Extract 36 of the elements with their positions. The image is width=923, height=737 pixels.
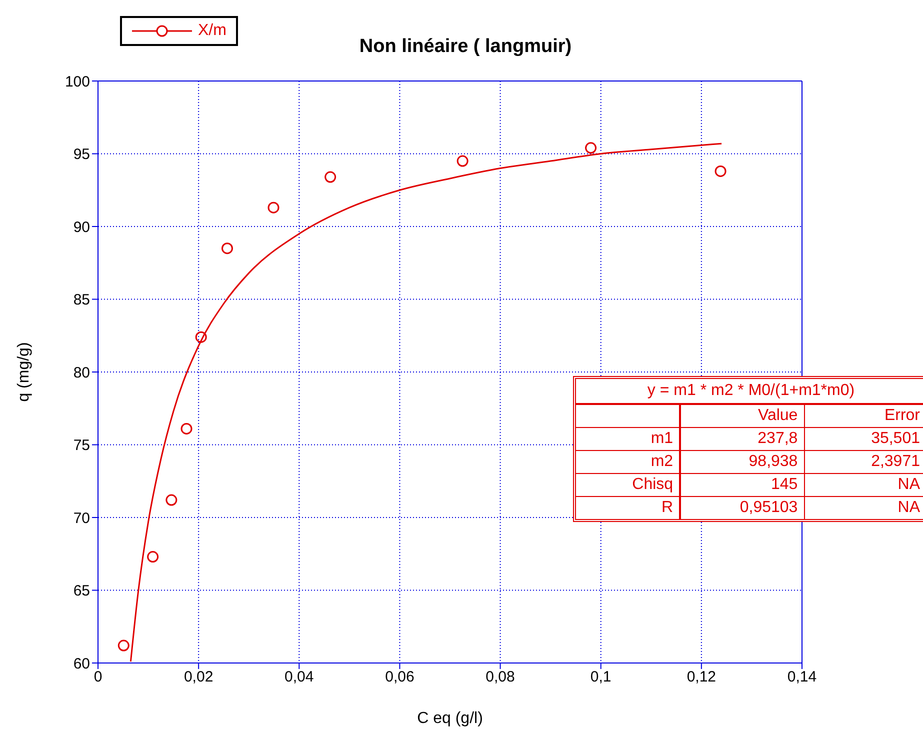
y-tick-label: 65 xyxy=(73,582,90,600)
text: Error xyxy=(884,407,920,424)
annotation: 145 xyxy=(680,474,804,496)
annotation: Chisq xyxy=(576,474,680,496)
y-tick-label: 75 xyxy=(73,437,90,454)
y-tick-label: 85 xyxy=(73,292,90,309)
legend-label: X/m xyxy=(198,22,226,40)
y-tick-label: 80 xyxy=(73,364,90,382)
annotation: 0,95103 xyxy=(680,496,804,519)
text: 2,3971 xyxy=(871,453,920,470)
chart-title: Non linéaire ( langmuir) xyxy=(359,36,572,57)
x-tick-label: 0,08 xyxy=(486,668,515,686)
text: NA xyxy=(898,499,920,516)
annotation: 237,8 xyxy=(680,428,804,450)
y-tick-label: 95 xyxy=(73,146,90,164)
x-tick-label: 0,02 xyxy=(184,668,214,686)
y-tick-label: 70 xyxy=(73,510,90,527)
x-tick-label: 0 xyxy=(94,668,102,686)
x-tick-label: 0,12 xyxy=(686,668,716,686)
annotation: m1 xyxy=(576,428,680,450)
y-tick-label: 90 xyxy=(73,218,90,236)
x-axis-title: C eq (g/l) xyxy=(417,710,483,727)
y-tick-label: 60 xyxy=(73,655,90,672)
x-tick-label: 0,1 xyxy=(590,668,612,686)
y-tick-label: 100 xyxy=(64,73,90,90)
y-axis-title: q (mg/g) xyxy=(16,342,33,402)
annotation: y = m1 * m2 * M0/(1+m1*m0) xyxy=(576,379,923,405)
annotation: Value xyxy=(680,405,804,428)
x-tick-label: 0,14 xyxy=(787,668,817,686)
x-tick-label: 0,06 xyxy=(385,668,414,686)
annotation: 98,938 xyxy=(680,450,804,474)
x-tick-label: 0,04 xyxy=(284,668,314,686)
annotation: R xyxy=(576,496,680,519)
annotation: m2 xyxy=(576,450,680,474)
text: 35,501 xyxy=(871,430,920,447)
text: NA xyxy=(898,476,920,493)
